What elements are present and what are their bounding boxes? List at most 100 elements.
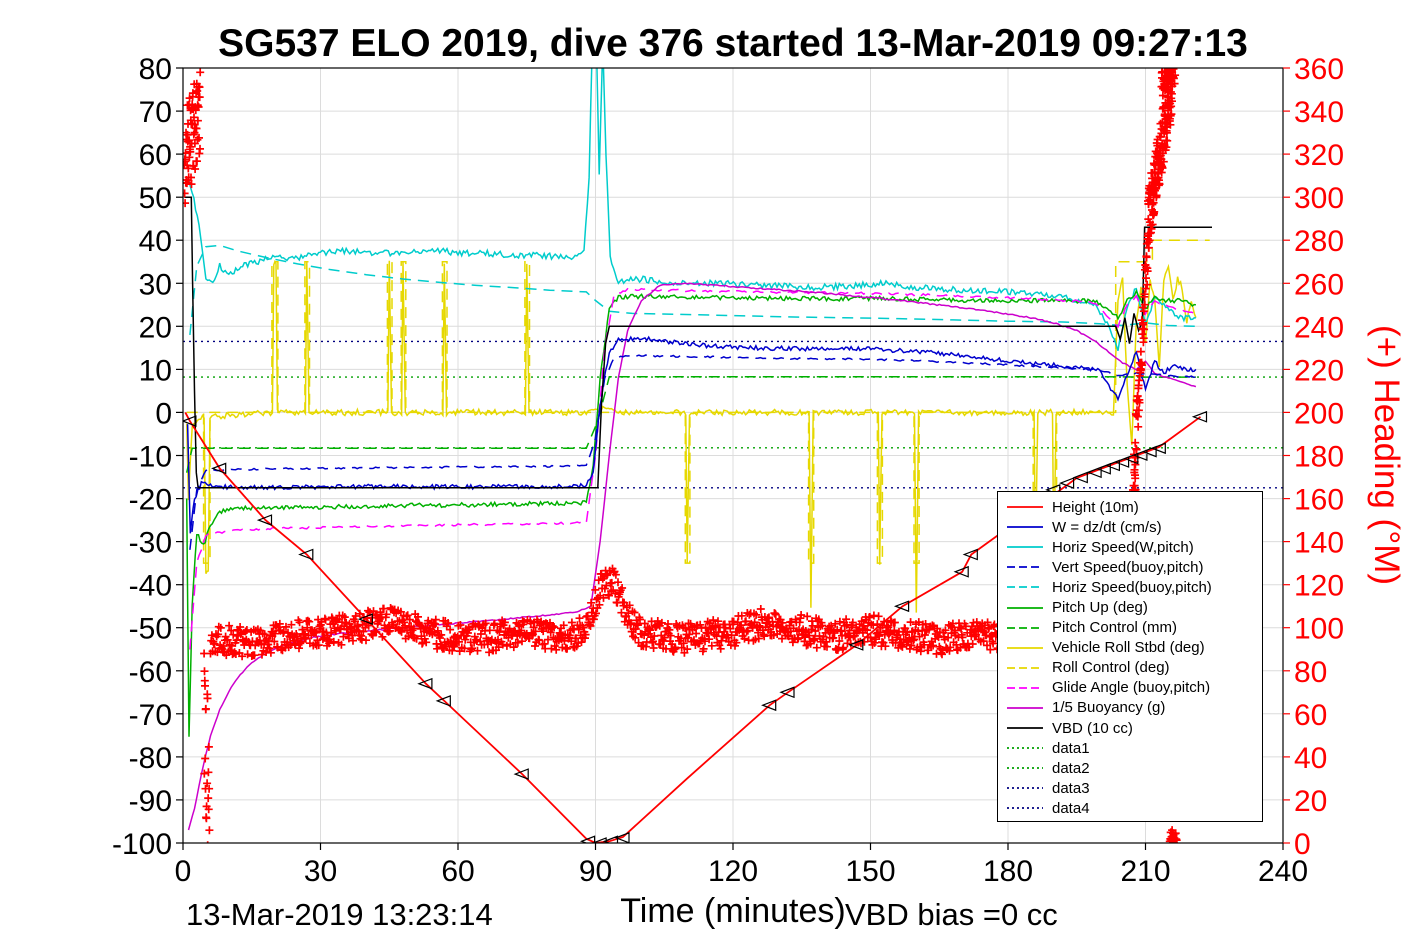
legend-item-10: Glide Angle (buoy,pitch): [1006, 678, 1262, 698]
y-right-tick-label: 0: [1294, 828, 1311, 861]
y-left-tick-label: -20: [129, 484, 172, 517]
legend-label: W = dz/dt (cm/s): [1052, 518, 1162, 536]
x-tick-label: 60: [441, 855, 474, 888]
y-right-tick-label: 220: [1294, 354, 1344, 387]
legend-line-sample: [1007, 626, 1043, 629]
legend-item-9: Roll Control (deg): [1006, 658, 1262, 678]
legend-item-5: Horiz Speed(buoy,pitch): [1006, 577, 1262, 597]
y-right-tick-label: 360: [1294, 53, 1344, 86]
legend-item-2: W = dz/dt (cm/s): [1006, 517, 1262, 537]
legend-line-sample: [1007, 606, 1043, 609]
vbd-bias-label: VBD bias =0 cc: [845, 897, 1058, 932]
legend-item-1: Height (10m): [1006, 497, 1262, 517]
y-left-tick-label: 30: [139, 268, 172, 301]
legend-item-14: data2: [1006, 758, 1262, 778]
x-tick-label: 180: [983, 855, 1033, 888]
legend-item-15: data3: [1006, 778, 1262, 798]
x-tick-label: 210: [1120, 855, 1170, 888]
y-left-tick-label: -60: [129, 656, 172, 689]
y-right-tick-label: 300: [1294, 182, 1344, 215]
y-left-tick-label: 0: [155, 397, 172, 430]
dive-end-datetime-label: 13-Mar-2019 13:23:14: [186, 897, 493, 932]
y-right-tick-label: 240: [1294, 311, 1344, 344]
legend-label: Vert Speed(buoy,pitch): [1052, 558, 1204, 576]
x-tick-label: 240: [1258, 855, 1308, 888]
series-horiz_speed_w: [186, 68, 1196, 352]
y-left-tick-label: 60: [139, 139, 172, 172]
series-pitch_up: [185, 288, 1196, 737]
series-vert_speed_buoy: [189, 354, 1196, 550]
legend-item-3: Horiz Speed(W,pitch): [1006, 537, 1262, 557]
x-tick-label: 150: [845, 855, 895, 888]
legend-item-12: VBD (10 cc): [1006, 718, 1262, 738]
legend-line-sample: [1007, 707, 1043, 709]
series-vbd: [184, 196, 1212, 489]
legend-label: Pitch Control (mm): [1052, 619, 1178, 637]
y-right-tick-label: 140: [1294, 527, 1344, 560]
legend-label: data2: [1052, 759, 1090, 777]
axis-ticks: -100-90-80-70-60-50-40-30-20-10010203040…: [112, 53, 1344, 888]
y-right-tick-label: 160: [1294, 484, 1344, 517]
y-right-tick-label: 260: [1294, 268, 1344, 301]
x-tick-label: 30: [304, 855, 337, 888]
legend-label: VBD (10 cc): [1052, 719, 1133, 737]
legend-label: data4: [1052, 799, 1090, 817]
legend-label: Height (10m): [1052, 498, 1139, 516]
legend-line-sample: [1007, 807, 1043, 810]
y-left-tick-label: 70: [139, 96, 172, 129]
y-right-tick-label: 280: [1294, 225, 1344, 258]
right-axis-label: (+) Heading (°M): [1367, 324, 1406, 586]
legend-item-4: Vert Speed(buoy,pitch): [1006, 557, 1262, 577]
legend-item-13: data1: [1006, 738, 1262, 758]
gps-fix-markers: [183, 410, 1208, 843]
legend-item-11: 1/5 Buoyancy (g): [1006, 698, 1262, 718]
y-right-tick-label: 120: [1294, 570, 1344, 603]
legend-label: Glide Angle (buoy,pitch): [1052, 679, 1211, 697]
y-left-tick-label: 80: [139, 53, 172, 86]
y-left-tick-label: -30: [129, 527, 172, 560]
x-tick-label: 120: [708, 855, 758, 888]
legend-item-6: Pitch Up (deg): [1006, 597, 1262, 617]
legend-line-sample: [1007, 686, 1043, 689]
legend-line-sample: [1007, 586, 1043, 589]
legend-line-sample: [1007, 646, 1043, 649]
legend-label: Horiz Speed(W,pitch): [1052, 538, 1194, 556]
series-w_dzdt: [186, 335, 1197, 534]
legend-label: data1: [1052, 739, 1090, 757]
y-right-tick-label: 180: [1294, 441, 1344, 474]
legend-line-sample: [1007, 727, 1043, 729]
y-right-tick-label: 40: [1294, 742, 1327, 775]
series-pitch_control: [185, 375, 1196, 473]
y-right-tick-label: 80: [1294, 656, 1327, 689]
legend-line-sample: [1007, 767, 1043, 770]
y-left-tick-label: 20: [139, 311, 172, 344]
legend-line-sample: [1007, 666, 1043, 669]
y-left-tick-label: -100: [112, 828, 172, 861]
y-left-tick-label: -80: [129, 742, 172, 775]
legend-label: Vehicle Roll Stbd (deg): [1052, 639, 1205, 657]
legend-line-sample: [1007, 787, 1043, 790]
legend-item-7: Pitch Control (mm): [1006, 618, 1262, 638]
legend-label: Horiz Speed(buoy,pitch): [1052, 578, 1212, 596]
y-left-tick-label: -10: [129, 441, 172, 474]
figure-title: SG537 ELO 2019, dive 376 started 13-Mar-…: [218, 22, 1248, 65]
legend-label: data3: [1052, 779, 1090, 797]
legend-item-8: Vehicle Roll Stbd (deg): [1006, 638, 1262, 658]
legend-item-16: data4: [1006, 798, 1262, 818]
x-tick-label: 0: [175, 855, 192, 888]
legend-label: Roll Control (deg): [1052, 659, 1170, 677]
x-tick-label: 90: [579, 855, 612, 888]
plot-legend: Height (10m) W = dz/dt (cm/s) Horiz Speed(…: [997, 491, 1263, 822]
series-group: [183, 68, 1283, 843]
y-right-tick-label: 60: [1294, 699, 1327, 732]
x-axis-label: Time (minutes): [620, 892, 846, 930]
legend-label: 1/5 Buoyancy (g): [1052, 699, 1166, 717]
legend-line-sample: [1007, 566, 1043, 569]
y-right-tick-label: 100: [1294, 613, 1344, 646]
legend-label: Pitch Up (deg): [1052, 599, 1148, 617]
series-vehicle_roll: [185, 259, 1197, 613]
y-right-tick-label: 320: [1294, 139, 1344, 172]
y-right-tick-label: 200: [1294, 397, 1344, 430]
legend-line-sample: [1007, 506, 1043, 508]
